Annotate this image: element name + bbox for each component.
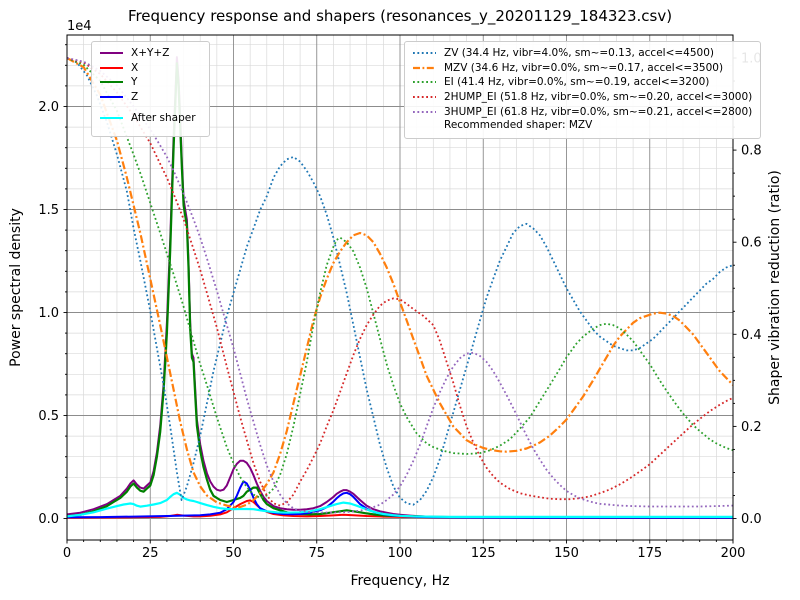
legend-item-label: 2HUMP_EI (51.8 Hz, vibr=0.0%, sm~=0.20, … — [444, 91, 753, 104]
legend-line-sample — [413, 52, 436, 55]
legend-line-sample — [413, 81, 436, 84]
curve-mzv — [67, 57, 733, 509]
curve-3hump-ei — [67, 57, 733, 514]
legend-line-sample — [100, 117, 123, 120]
legend-item-mzv: MZV (34.6 Hz, vibr=0.0%, sm~=0.17, accel… — [412, 61, 752, 76]
legend-item-y: Y — [99, 75, 201, 90]
y-left-tick-label: 1.0 — [38, 306, 59, 321]
x-tick-label: 150 — [554, 546, 579, 561]
x-tick-label: 200 — [721, 546, 746, 561]
y-right-tick-label: 0.2 — [741, 420, 762, 435]
curve-after-shaper — [67, 491, 733, 519]
legend-line-sample — [413, 96, 436, 99]
legend-line-sample — [100, 81, 123, 84]
legend-psd: X+Y+Z X Y Z After shaper — [91, 41, 210, 138]
curve-ei — [67, 57, 733, 499]
y-left-tick-label: 1.5 — [38, 203, 59, 218]
legend-item-3hump-ei: 3HUMP_EI (61.8 Hz, vibr=0.0%, sm~=0.21, … — [412, 104, 752, 119]
x-tick-label: 50 — [225, 546, 242, 561]
legend-item-label: ZV (34.4 Hz, vibr=4.0%, sm~=0.13, accel<… — [444, 47, 714, 60]
legend-item-label: X — [131, 61, 139, 74]
y-left-tick-label: 2.0 — [38, 100, 59, 115]
legend-item-x: X — [99, 61, 201, 76]
y-right-tick-label: 0.8 — [741, 144, 762, 159]
legend-item-label: After shaper — [131, 111, 196, 124]
y-axis-right-label: Shaper vibration reduction (ratio) — [767, 170, 783, 405]
y-left-tick-label: 0.0 — [38, 512, 59, 527]
curve-2hump-ei — [67, 57, 733, 507]
offset-label: 1e4 — [67, 19, 92, 34]
legend-item-x-y-z: X+Y+Z — [99, 46, 201, 61]
legend-item-label: X+Y+Z — [131, 47, 170, 60]
x-tick-label: 0 — [63, 546, 71, 561]
legend-shapers: ZV (34.4 Hz, vibr=4.0%, sm~=0.13, accel<… — [404, 41, 762, 139]
x-tick-label: 175 — [637, 546, 662, 561]
plot-title: Frequency response and shapers (resonanc… — [128, 7, 672, 26]
legend-item-z: Z — [99, 90, 201, 105]
curve-zv — [67, 57, 733, 506]
legend-item-label: MZV (34.6 Hz, vibr=0.0%, sm~=0.17, accel… — [444, 61, 724, 74]
y-right-tick-label: 0.0 — [741, 512, 762, 527]
legend-item-label: Y — [131, 76, 138, 89]
legend-note: Recommended shaper: MZV — [444, 118, 593, 131]
legend-item-zv: ZV (34.4 Hz, vibr=4.0%, sm~=0.13, accel<… — [412, 46, 752, 61]
legend-line-sample — [413, 110, 436, 113]
curve-y — [67, 62, 733, 519]
legend-item-ei: EI (41.4 Hz, vibr=0.0%, sm~=0.19, accel<… — [412, 75, 752, 90]
legend-item-2hump-ei: 2HUMP_EI (51.8 Hz, vibr=0.0%, sm~=0.20, … — [412, 90, 752, 105]
x-tick-label: 25 — [142, 546, 159, 561]
legend-line-sample — [100, 66, 123, 69]
curves — [67, 56, 733, 519]
y-right-tick-label: 0.4 — [741, 328, 762, 343]
x-tick-label: 75 — [308, 546, 325, 561]
legend-line-sample — [100, 52, 123, 55]
legend-line-sample — [100, 96, 123, 99]
y-right-tick-label: 0.6 — [741, 236, 762, 251]
x-tick-label: 100 — [388, 546, 413, 561]
y-left-tick-label: 0.5 — [38, 409, 59, 424]
legend-item-label: EI (41.4 Hz, vibr=0.0%, sm~=0.19, accel<… — [444, 76, 710, 89]
legend-item-label: 3HUMP_EI (61.8 Hz, vibr=0.0%, sm~=0.21, … — [444, 105, 753, 118]
x-tick-label: 125 — [471, 546, 496, 561]
tick-labels: 0 25 50 75 100 125 150 175 200 0.0 0.5 1.0 1.5 2.0 0.0… — [38, 52, 761, 562]
tick-marks — [63, 44, 737, 544]
legend-line-sample — [413, 66, 436, 69]
legend-item-after: After shaper — [99, 104, 201, 132]
y-axis-left-label: Power spectral density — [8, 208, 24, 367]
legend-item-label: Z — [131, 91, 139, 104]
x-axis-label: Frequency, Hz — [350, 573, 449, 589]
